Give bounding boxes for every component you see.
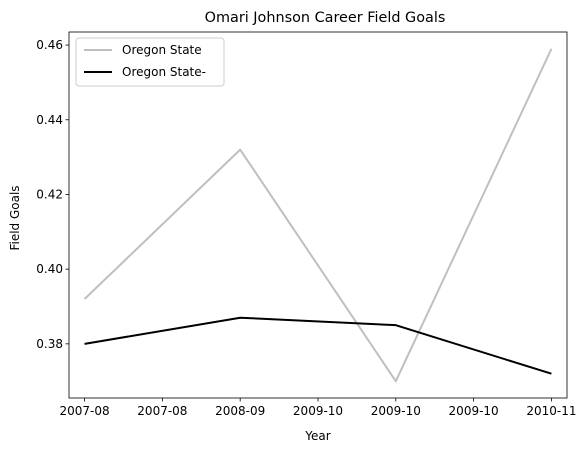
y-tick-label: 0.44 xyxy=(36,113,63,127)
y-axis-label: Field Goals xyxy=(8,185,22,250)
x-tick-label: 2009-10 xyxy=(449,404,499,418)
y-tick-label: 0.46 xyxy=(36,38,63,52)
x-tick-label: 2009-10 xyxy=(371,404,421,418)
x-tick-label: 2008-09 xyxy=(215,404,265,418)
y-axis-ticks: 0.38 0.40 0.42 0.44 0.46 xyxy=(36,38,69,351)
x-tick-label: 2010-11 xyxy=(526,404,576,418)
series-line-1 xyxy=(83,48,553,383)
plot-area xyxy=(68,31,568,399)
series-line-2 xyxy=(84,316,552,375)
x-tick-label: 2009-10 xyxy=(293,404,343,418)
series-layer xyxy=(83,48,553,383)
x-tick-label: 2007-08 xyxy=(137,404,187,418)
legend-entry: Oregon State xyxy=(122,43,202,57)
legend-entry: Oregon State- xyxy=(122,65,206,79)
x-tick-label: 2007-08 xyxy=(59,404,109,418)
legend: Oregon State Oregon State- xyxy=(75,37,225,87)
plot-frame xyxy=(68,31,568,399)
x-axis-label: Year xyxy=(304,429,330,443)
y-tick-label: 0.40 xyxy=(36,262,63,276)
y-tick-label: 0.42 xyxy=(36,187,63,201)
legend-frame xyxy=(75,37,225,87)
chart-title: Omari Johnson Career Field Goals xyxy=(205,10,446,26)
y-tick-label: 0.38 xyxy=(36,337,63,351)
x-axis-ticks: 2007-08 2007-08 2008-09 2009-10 2009-10 2009-… xyxy=(59,398,577,418)
